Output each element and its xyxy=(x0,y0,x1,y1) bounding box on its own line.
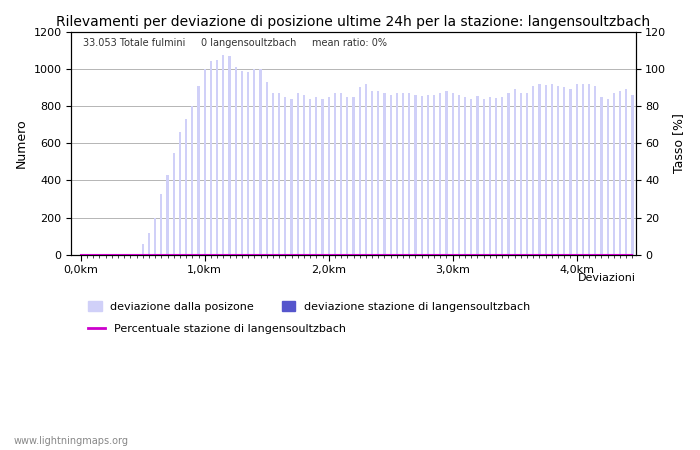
Bar xyxy=(427,95,429,255)
Bar xyxy=(92,254,94,255)
Bar xyxy=(334,93,336,255)
Bar xyxy=(185,119,187,255)
Bar xyxy=(408,93,410,255)
Bar xyxy=(390,95,392,255)
Legend: Percentuale stazione di langensoultzbach: Percentuale stazione di langensoultzbach xyxy=(88,324,346,334)
Bar xyxy=(123,254,125,255)
Bar xyxy=(284,97,286,255)
Bar xyxy=(551,84,553,255)
Bar xyxy=(532,86,534,255)
Bar xyxy=(130,254,132,255)
Bar xyxy=(191,106,193,255)
Y-axis label: Numero: Numero xyxy=(15,118,28,168)
Bar xyxy=(204,69,206,255)
Bar xyxy=(265,82,268,255)
Bar xyxy=(569,89,572,255)
Bar xyxy=(290,99,293,255)
Bar xyxy=(167,175,169,255)
Bar xyxy=(439,93,442,255)
Bar xyxy=(612,93,615,255)
Bar xyxy=(346,97,349,255)
Bar xyxy=(321,99,323,255)
Bar xyxy=(619,91,621,255)
Bar xyxy=(104,254,106,255)
Bar xyxy=(173,153,175,255)
Bar xyxy=(508,93,510,255)
Bar xyxy=(148,233,150,255)
Text: Deviazioni: Deviazioni xyxy=(578,273,636,283)
Bar xyxy=(309,99,312,255)
Bar xyxy=(278,93,280,255)
Bar xyxy=(358,87,361,255)
Bar xyxy=(216,60,218,255)
Bar xyxy=(154,218,156,255)
Bar xyxy=(234,67,237,255)
Bar xyxy=(197,86,199,255)
Bar xyxy=(141,244,144,255)
Bar xyxy=(98,254,100,255)
Bar xyxy=(365,84,367,255)
Bar xyxy=(526,93,528,255)
Bar xyxy=(253,69,256,255)
Bar xyxy=(247,72,249,255)
Bar xyxy=(545,85,547,255)
Bar xyxy=(482,99,485,255)
Bar xyxy=(414,95,416,255)
Y-axis label: Tasso [%]: Tasso [%] xyxy=(672,113,685,173)
Bar xyxy=(303,95,305,255)
Bar xyxy=(458,95,460,255)
Bar xyxy=(111,254,113,255)
Bar xyxy=(489,97,491,255)
Bar xyxy=(477,96,479,255)
Bar xyxy=(601,97,603,255)
Bar xyxy=(514,89,516,255)
Bar xyxy=(395,93,398,255)
Bar xyxy=(315,97,317,255)
Bar xyxy=(384,93,386,255)
Bar xyxy=(210,61,212,255)
Bar xyxy=(117,254,119,255)
Bar xyxy=(564,87,566,255)
Bar xyxy=(228,56,230,255)
Text: 33.053 Totale fulmini     0 langensoultzbach     mean ratio: 0%: 33.053 Totale fulmini 0 langensoultzbach… xyxy=(83,38,386,48)
Bar xyxy=(160,194,162,255)
Bar xyxy=(445,91,447,255)
Bar xyxy=(501,97,503,255)
Bar xyxy=(135,254,138,255)
Bar xyxy=(272,93,274,255)
Bar xyxy=(178,132,181,255)
Bar xyxy=(588,84,590,255)
Bar xyxy=(377,91,379,255)
Bar xyxy=(402,93,404,255)
Bar xyxy=(520,93,522,255)
Bar xyxy=(495,98,497,255)
Bar xyxy=(575,84,578,255)
Text: www.lightningmaps.org: www.lightningmaps.org xyxy=(14,436,129,446)
Bar xyxy=(631,95,634,255)
Bar xyxy=(557,86,559,255)
Bar xyxy=(297,93,299,255)
Bar xyxy=(241,71,243,255)
Bar xyxy=(452,93,454,255)
Bar xyxy=(594,86,596,255)
Bar xyxy=(582,84,584,255)
Bar xyxy=(421,96,423,255)
Bar xyxy=(340,93,342,255)
Bar xyxy=(464,97,466,255)
Title: Rilevamenti per deviazione di posizione ultime 24h per la stazione: langensoultz: Rilevamenti per deviazione di posizione … xyxy=(57,15,650,29)
Bar xyxy=(371,91,373,255)
Bar xyxy=(433,95,435,255)
Bar xyxy=(260,69,262,255)
Bar xyxy=(352,97,355,255)
Bar xyxy=(222,55,225,255)
Bar xyxy=(470,99,473,255)
Bar xyxy=(86,254,88,255)
Bar xyxy=(538,84,540,255)
Bar xyxy=(607,99,609,255)
Bar xyxy=(80,254,82,255)
Bar xyxy=(328,97,330,255)
Bar xyxy=(625,89,627,255)
